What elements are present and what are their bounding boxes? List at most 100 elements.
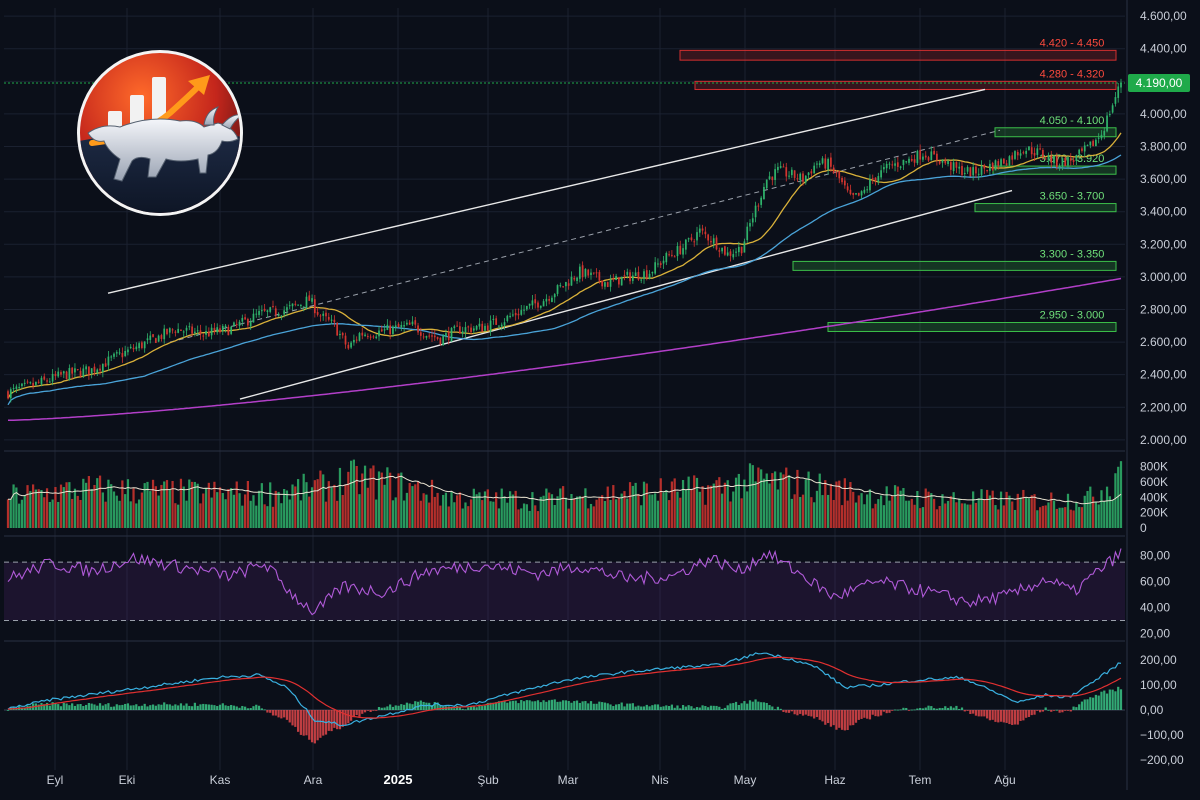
macd-histogram-bar	[249, 708, 252, 710]
volume-bar	[916, 491, 919, 528]
candle-body	[506, 315, 509, 321]
candle-body	[592, 272, 595, 274]
macd-histogram-bar	[151, 704, 155, 710]
macd-histogram-bar	[93, 704, 96, 710]
volume-bar	[1041, 505, 1045, 528]
candle-body	[233, 322, 235, 327]
candle-body	[732, 254, 735, 258]
macd-histogram-bar	[1011, 710, 1014, 725]
volume-bar	[746, 491, 749, 528]
candle-body	[174, 331, 177, 333]
macd-histogram-bar	[483, 705, 487, 710]
macd-histogram-bar	[787, 710, 791, 713]
volume-bar	[991, 490, 994, 528]
volume-bar	[408, 483, 411, 528]
candle-body	[484, 325, 486, 331]
volume-bar	[23, 495, 26, 528]
candle-body	[944, 160, 947, 164]
candle-body	[1005, 163, 1008, 165]
volume-bar	[62, 487, 65, 528]
volume-bar	[481, 500, 484, 528]
price-tick-label: 3.800,00	[1140, 140, 1187, 154]
macd-histogram-bar	[90, 703, 93, 710]
candle-body	[645, 270, 648, 278]
volume-bar	[87, 476, 91, 528]
candle-body	[534, 299, 537, 304]
volume-bar	[785, 467, 788, 528]
candle-body	[874, 177, 877, 182]
volume-bar	[623, 491, 626, 528]
macd-histogram-bar	[885, 710, 888, 714]
volume-bar	[1038, 507, 1042, 528]
macd-histogram-bar	[746, 703, 749, 710]
volume-bar	[684, 489, 687, 528]
candle-body	[623, 275, 626, 277]
macd-histogram-bar	[642, 706, 646, 710]
candle-body	[838, 171, 841, 179]
macd-histogram-bar	[932, 708, 936, 710]
candle-body	[263, 308, 266, 311]
macd-histogram-bar	[919, 707, 922, 710]
volume-bar	[983, 499, 986, 528]
volume-bar	[73, 488, 77, 528]
volume-bar	[807, 471, 810, 528]
candle-body	[735, 251, 737, 253]
volume-bar	[840, 505, 844, 528]
candle-body	[553, 294, 556, 298]
support-zone	[827, 322, 1117, 332]
candle-body	[177, 328, 180, 333]
candle-body	[369, 336, 372, 338]
macd-histogram-bar	[76, 704, 79, 710]
candle-body	[1092, 140, 1094, 147]
volume-bar	[76, 495, 79, 528]
volume-bar	[1019, 497, 1022, 528]
volume-bar	[648, 494, 651, 528]
volume-bar	[690, 488, 693, 528]
volume-bar	[1058, 507, 1061, 528]
macd-histogram-bar	[405, 702, 409, 710]
volume-bar	[241, 505, 244, 528]
candle-body	[15, 386, 18, 389]
macd-histogram-bar	[662, 706, 665, 710]
volume-bar	[419, 500, 422, 528]
macd-histogram-bar	[517, 703, 520, 710]
volume-bar	[355, 465, 358, 528]
volume-bar	[500, 488, 503, 528]
volume-bar	[838, 480, 841, 528]
candle-body	[99, 368, 101, 371]
candle-body	[210, 327, 213, 336]
candle-body	[286, 307, 288, 311]
macd-histogram-bar	[285, 710, 289, 720]
volume-bar	[960, 503, 964, 528]
volume-bar	[1114, 473, 1117, 528]
volume-bar	[1052, 500, 1056, 528]
volume-bar	[9, 499, 12, 528]
macd-histogram-bar	[124, 703, 127, 710]
volume-average-line	[7, 475, 1122, 505]
volume-bar	[101, 492, 104, 528]
candle-body	[1097, 137, 1100, 139]
macd-histogram-bar	[486, 702, 489, 710]
candle-body	[40, 377, 43, 385]
candle-body	[230, 326, 233, 334]
macd-histogram-bar	[531, 701, 534, 710]
candle-body	[643, 271, 645, 280]
candle-body	[899, 166, 902, 168]
volume-bar	[799, 496, 802, 528]
volume-bar	[1036, 510, 1039, 528]
macd-histogram-bar	[559, 701, 562, 710]
volume-bar	[269, 482, 272, 528]
candle-body	[425, 336, 428, 338]
volume-bar	[637, 493, 640, 528]
candle-body	[400, 324, 403, 328]
candle-body	[768, 176, 771, 179]
volume-bar	[654, 493, 657, 528]
candle-body	[486, 325, 489, 331]
candle-body	[389, 325, 392, 335]
macd-histogram-bar	[48, 705, 51, 710]
macd-histogram-bar	[204, 704, 208, 710]
candle-body	[269, 307, 272, 312]
volume-bar	[1022, 489, 1025, 528]
